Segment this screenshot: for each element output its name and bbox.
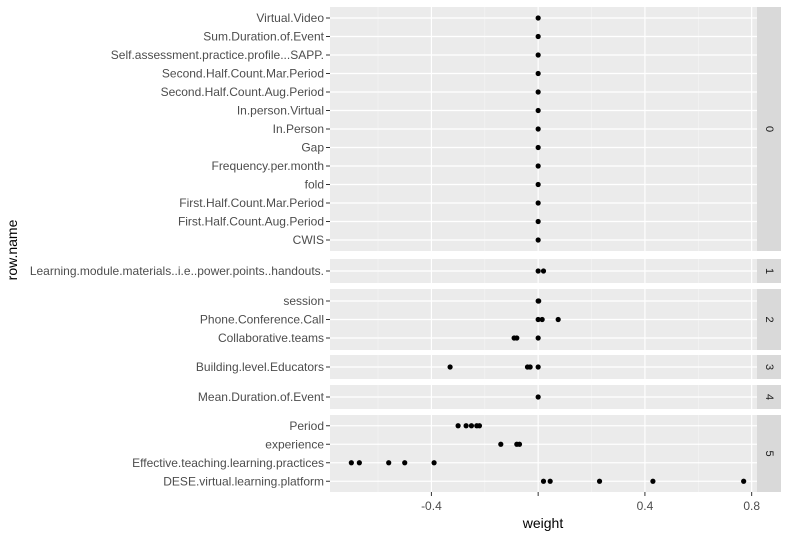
data-point: [540, 268, 547, 274]
facet-strip: [757, 385, 781, 409]
y-tick-label: Building.level.Educators: [196, 360, 324, 374]
data-point: [455, 423, 461, 429]
data-point: [536, 298, 542, 304]
data-point: [535, 126, 541, 132]
x-axis: -0.4 0.4 0.8: [421, 492, 760, 513]
y-tick-label: Collaborative.teams: [218, 331, 324, 345]
data-point: [386, 460, 392, 466]
facet-strip: [757, 259, 781, 283]
facet-strip-label: 2: [763, 316, 775, 322]
facet-panel-2: session Phone.Conference.Call Collaborativ…: [200, 289, 781, 350]
x-tick-label: 0.8: [743, 499, 760, 513]
data-point: [535, 200, 541, 206]
data-point: [348, 460, 354, 466]
y-tick-label: First.Half.Count.Aug.Period: [178, 215, 324, 229]
data-point: [535, 394, 541, 400]
facet-panel-0: Virtual.Video Sum.Duration.of.Event Self.a…: [111, 7, 781, 251]
data-point: [540, 478, 547, 484]
facet-strip: [757, 415, 781, 492]
y-tick-label: Gap: [301, 141, 324, 155]
data-point: [356, 460, 362, 466]
facet-strip-label: 5: [763, 450, 775, 456]
data-point: [535, 335, 541, 341]
data-point: [402, 460, 408, 466]
data-point: [463, 423, 469, 429]
data-point: [535, 237, 541, 243]
data-point: [468, 423, 475, 429]
data-point: [535, 144, 541, 151]
data-point: [650, 478, 656, 484]
data-point: [527, 364, 533, 370]
data-point: [535, 107, 541, 114]
facet-strip: [757, 355, 781, 379]
y-tick-label: Sum.Duration.of.Event: [203, 30, 324, 44]
data-point: [447, 364, 453, 370]
facet-strip-label: 1: [763, 268, 775, 274]
facet-panel-3: Building.level.Educators 3: [196, 355, 781, 379]
data-point: [514, 335, 520, 341]
panels-layer: Virtual.Video Sum.Duration.of.Event Self.a…: [30, 7, 781, 492]
data-point: [741, 478, 747, 484]
data-point: [516, 441, 523, 447]
y-axis-title: row.name: [4, 219, 20, 280]
y-tick-label: Effective.teaching.learning.practices: [132, 456, 324, 470]
x-tick-label: 0.4: [637, 499, 654, 513]
data-point: [535, 268, 541, 274]
y-tick-label: Frequency.per.month: [211, 159, 324, 173]
y-tick-label: First.Half.Count.Mar.Period: [179, 196, 324, 210]
data-point: [547, 478, 553, 484]
y-tick-label: fold: [305, 178, 324, 192]
data-point: [535, 364, 541, 370]
x-tick-label: -0.4: [421, 499, 442, 513]
y-tick-label: CWIS: [293, 233, 324, 247]
data-point: [596, 478, 603, 484]
facet-strip: [757, 7, 781, 251]
data-point: [535, 163, 541, 169]
data-point: [535, 181, 541, 188]
y-tick-label: Second.Half.Count.Aug.Period: [161, 85, 324, 99]
facet-panel-4: Mean.Duration.of.Event 4: [198, 385, 781, 409]
facet-strip-label: 4: [763, 394, 775, 400]
facet-panel-1: Learning.module.materials..i.e..power.po…: [30, 259, 781, 283]
x-axis-title: weight: [522, 515, 564, 531]
y-tick-label: experience: [265, 437, 324, 451]
y-tick-label: session: [283, 294, 324, 308]
y-tick-label: In.Person: [273, 122, 324, 136]
data-point: [535, 33, 541, 40]
y-tick-label: DESE.virtual.learning.platform: [163, 474, 324, 488]
y-tick-label: Virtual.Video: [256, 11, 324, 25]
y-tick-label: Learning.module.materials..i.e..power.po…: [30, 264, 324, 278]
data-point: [535, 70, 541, 77]
data-point: [555, 316, 561, 323]
facet-strip-label: 3: [763, 364, 775, 370]
data-point: [535, 316, 541, 323]
facet-panel-5: Period experience Effective.teaching.learn…: [132, 415, 781, 492]
y-tick-label: Second.Half.Count.Mar.Period: [162, 67, 324, 81]
data-point: [535, 15, 541, 21]
data-point: [498, 441, 504, 447]
facet-strip: [757, 289, 781, 350]
facet-strip-label: 0: [763, 126, 775, 132]
y-tick-label: In.person.Virtual: [237, 104, 324, 118]
y-tick-label: Period: [289, 419, 324, 433]
data-point: [535, 89, 541, 95]
data-point: [535, 52, 541, 58]
data-point: [539, 316, 545, 323]
y-tick-label: Mean.Duration.of.Event: [198, 390, 325, 404]
y-tick-label: Phone.Conference.Call: [200, 313, 324, 327]
data-point: [535, 218, 541, 225]
data-point: [476, 423, 483, 429]
data-point: [431, 460, 437, 466]
y-tick-label: Self.assessment.practice.profile...SAPP.: [111, 48, 324, 62]
